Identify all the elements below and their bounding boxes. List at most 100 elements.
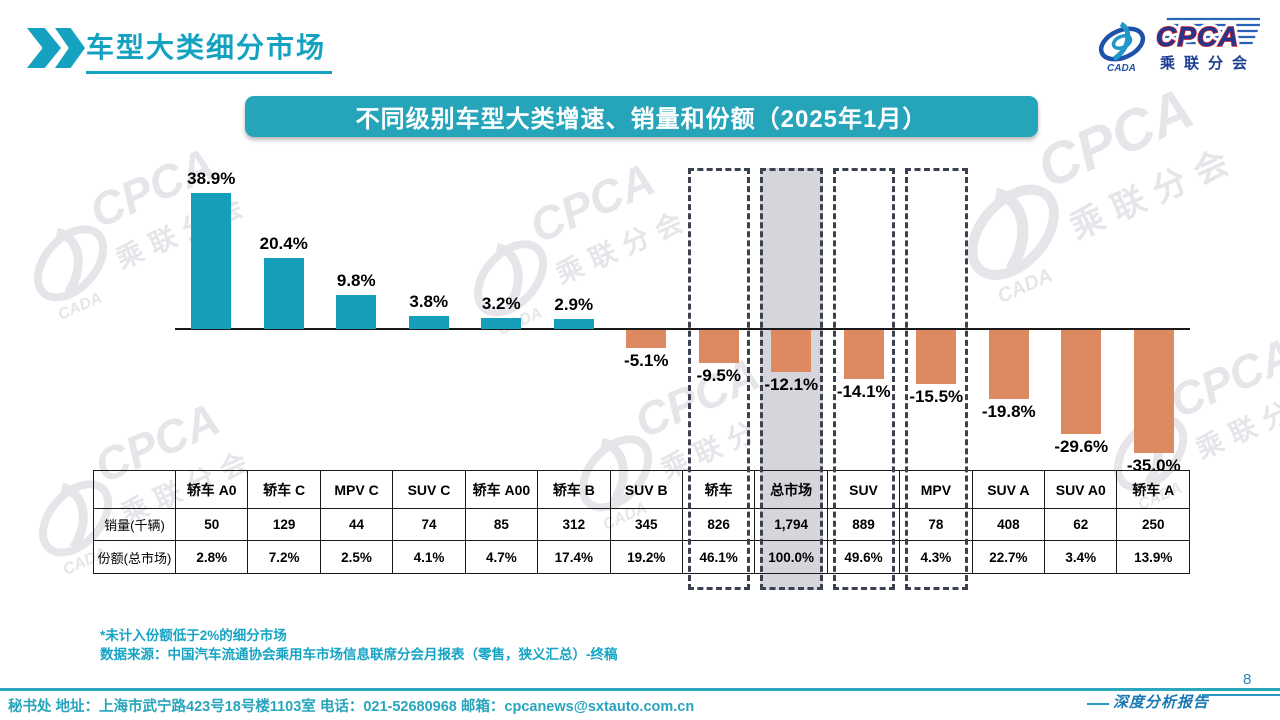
growth-bar-SUV A: [988, 330, 1029, 400]
growth-bar-SUV A0: [1061, 330, 1102, 434]
table-cell: 408: [971, 508, 1046, 541]
growth-bar-MPV C: [336, 294, 377, 329]
svg-text:CPCA: CPCA: [1162, 327, 1280, 428]
table-cell: 19.2%: [609, 540, 683, 574]
growth-value-label: 3.8%: [409, 291, 449, 311]
logo-text: CPCA: [1156, 21, 1239, 52]
report-label-line-left: [1087, 703, 1109, 705]
svg-text:CPCA: CPCA: [1156, 21, 1239, 52]
growth-bar-轿车 A0: [191, 192, 232, 329]
table-header-cell: 轿车 C: [247, 470, 321, 509]
table-header-cell: SUV: [826, 470, 901, 509]
logo-subtext: 乘联分会: [1159, 54, 1256, 72]
data-table: 轿车 A0 轿车 C MPV C SUV C 轿车 A00 轿车 B SUV B 轿车 总市场 S…: [93, 470, 1190, 574]
growth-value-label: -9.5%: [696, 366, 741, 386]
table-row-label: 份额(总市场): [93, 540, 176, 574]
table-header-cell: SUV B: [609, 470, 683, 509]
footer-divider: [0, 688, 1280, 691]
table-cell: 74: [392, 508, 466, 541]
table-header-cell: 轿车 A: [1116, 470, 1190, 509]
growth-bar-轿车 C: [263, 257, 304, 329]
svg-text:乘联分会: 乘联分会: [111, 189, 256, 275]
table-header-cell: 轿车 B: [537, 470, 611, 509]
table-cell: 44: [319, 508, 394, 541]
growth-value-label: -5.1%: [624, 350, 669, 370]
table-cell: 62: [1044, 508, 1118, 541]
table-cell: 345: [609, 508, 683, 541]
growth-bar-轿车: [698, 330, 739, 364]
growth-bar-SUV B: [626, 330, 667, 348]
report-label: 深度分析报告: [1113, 695, 1210, 711]
table-cell: 2.8%: [174, 540, 249, 574]
table-cell: 4.7%: [464, 540, 539, 574]
svg-text:CPCA: CPCA: [82, 137, 222, 238]
cpca-watermark: CPCA 乘联分会 CADA: [426, 110, 735, 376]
svg-text:乘联分会: 乘联分会: [551, 204, 696, 290]
svg-text:乘联分会: 乘联分会: [1064, 139, 1244, 247]
table-cell: 13.9%: [1116, 540, 1190, 574]
table-cell: 4.1%: [392, 540, 466, 574]
table-header-cell: 总市场: [754, 470, 828, 509]
footer-contact: 秘书处 地址：上海市武宁路423号18号楼1103室 电话：021-526809…: [8, 699, 695, 715]
growth-value-label: -12.1%: [764, 375, 819, 395]
cpca-emblem-icon: CADA: [1098, 21, 1146, 74]
table-cell: 46.1%: [681, 540, 756, 574]
table-corner-cell: [93, 470, 176, 509]
growth-value-label: 20.4%: [259, 233, 308, 253]
table-header-cell: 轿车 A00: [464, 470, 539, 509]
growth-bar-SUV C: [408, 315, 449, 329]
report-label-line-right: [1202, 694, 1280, 696]
growth-value-label: -15.5%: [909, 387, 964, 407]
table-header-cell: SUV C: [392, 470, 466, 509]
page-number: 8: [1243, 671, 1252, 688]
growth-bar-总市场: [771, 330, 812, 373]
table-header-cell: MPV: [899, 470, 973, 509]
svg-text:CPCA: CPCA: [1028, 76, 1203, 201]
growth-bar-轿车 A: [1133, 330, 1174, 453]
footnote-share: *未计入份额低于2%的细分市场: [100, 628, 287, 643]
table-cell: 17.4%: [537, 540, 611, 574]
growth-bar-SUV: [843, 330, 884, 380]
table-header-cell: SUV A0: [1044, 470, 1118, 509]
svg-text:CADA: CADA: [994, 264, 1056, 308]
footnote-source: 数据来源：中国汽车流通协会乘用车市场信息联席分会月报表（零售，狭义汇总）-终稿: [100, 647, 618, 662]
table-cell: 250: [1116, 508, 1190, 541]
table-cell: 1,794: [754, 508, 828, 541]
table-cell: 3.4%: [1044, 540, 1118, 574]
chart-banner-title: 不同级别车型大类增速、销量和份额（2025年1月）: [245, 96, 1038, 137]
table-cell: 312: [537, 508, 611, 541]
table-cell: 7.2%: [247, 540, 321, 574]
table-cell: 100.0%: [754, 540, 828, 574]
growth-value-label: 9.8%: [336, 270, 376, 290]
x-axis-line: [175, 328, 1190, 330]
growth-value-label: 2.9%: [554, 294, 594, 314]
table-cell: 826: [681, 508, 756, 541]
growth-bar-轿车 A00: [481, 317, 522, 329]
svg-text:CPCA: CPCA: [522, 152, 662, 253]
table-header-cell: 轿车 A0: [174, 470, 249, 509]
svg-text:CPCA: CPCA: [627, 347, 767, 448]
table-cell: 49.6%: [826, 540, 901, 574]
growth-value-label: -29.6%: [1054, 436, 1109, 456]
table-cell: 50: [174, 508, 249, 541]
table-header-cell: SUV A: [971, 470, 1046, 509]
table-cell: 889: [826, 508, 901, 541]
growth-value-label: -14.1%: [836, 382, 891, 402]
svg-text:乘联分会: 乘联分会: [1191, 379, 1280, 465]
page-title: 车型大类细分市场: [86, 26, 333, 74]
growth-bar-轿车 B: [553, 318, 594, 329]
emblem-text: CADA: [1107, 63, 1136, 74]
table-header-cell: MPV C: [319, 470, 394, 509]
growth-bar-MPV: [916, 330, 957, 385]
table-cell: 4.3%: [899, 540, 973, 574]
table-header-cell: 轿车: [681, 470, 756, 509]
cpca-wordmark: CPCA CPCA 乘联分会: [1153, 18, 1264, 72]
table-cell: 85: [464, 508, 539, 541]
svg-text:CADA: CADA: [56, 290, 105, 324]
footnotes: *未计入份额低于2%的细分市场 数据来源：中国汽车流通协会乘用车市场信息联席分会…: [100, 626, 618, 664]
table-row-label: 销量(千辆): [93, 508, 176, 541]
table-cell: 78: [899, 508, 973, 541]
growth-value-label: -19.8%: [981, 402, 1036, 422]
table-cell: 22.7%: [971, 540, 1046, 574]
